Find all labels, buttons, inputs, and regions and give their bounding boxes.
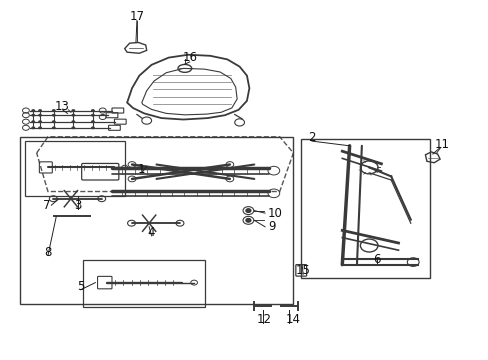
Circle shape bbox=[52, 109, 56, 112]
Text: 15: 15 bbox=[295, 264, 310, 277]
Circle shape bbox=[31, 109, 35, 112]
Circle shape bbox=[52, 126, 56, 129]
Circle shape bbox=[52, 114, 56, 117]
Circle shape bbox=[71, 114, 75, 117]
Bar bbox=[20, 137, 293, 304]
Text: 11: 11 bbox=[434, 138, 449, 150]
Text: 16: 16 bbox=[182, 51, 197, 64]
Bar bbox=[83, 260, 205, 307]
Circle shape bbox=[245, 209, 250, 212]
Text: 8: 8 bbox=[44, 246, 52, 258]
Text: 9: 9 bbox=[267, 220, 275, 233]
Circle shape bbox=[31, 114, 35, 117]
Text: 1: 1 bbox=[138, 163, 145, 176]
Circle shape bbox=[245, 219, 250, 222]
Text: 17: 17 bbox=[129, 10, 144, 23]
Circle shape bbox=[38, 120, 42, 123]
Text: 12: 12 bbox=[256, 313, 271, 326]
Circle shape bbox=[31, 120, 35, 123]
Circle shape bbox=[91, 109, 95, 112]
Text: 3: 3 bbox=[74, 199, 82, 212]
Circle shape bbox=[91, 120, 95, 123]
Bar bbox=[25, 141, 124, 196]
Circle shape bbox=[31, 126, 35, 129]
Circle shape bbox=[71, 120, 75, 123]
Circle shape bbox=[52, 120, 56, 123]
Circle shape bbox=[38, 114, 42, 117]
Text: 6: 6 bbox=[372, 253, 380, 266]
Text: 4: 4 bbox=[147, 226, 155, 239]
Circle shape bbox=[91, 114, 95, 117]
Circle shape bbox=[38, 109, 42, 112]
Circle shape bbox=[71, 126, 75, 129]
Text: 5: 5 bbox=[77, 280, 84, 293]
Bar bbox=[300, 139, 429, 278]
Circle shape bbox=[38, 126, 42, 129]
Text: 2: 2 bbox=[307, 131, 315, 144]
Circle shape bbox=[71, 109, 75, 112]
Text: 14: 14 bbox=[285, 313, 300, 326]
Circle shape bbox=[91, 126, 95, 129]
Text: 10: 10 bbox=[267, 207, 282, 220]
Text: 13: 13 bbox=[55, 100, 70, 113]
Text: 7: 7 bbox=[42, 199, 50, 212]
